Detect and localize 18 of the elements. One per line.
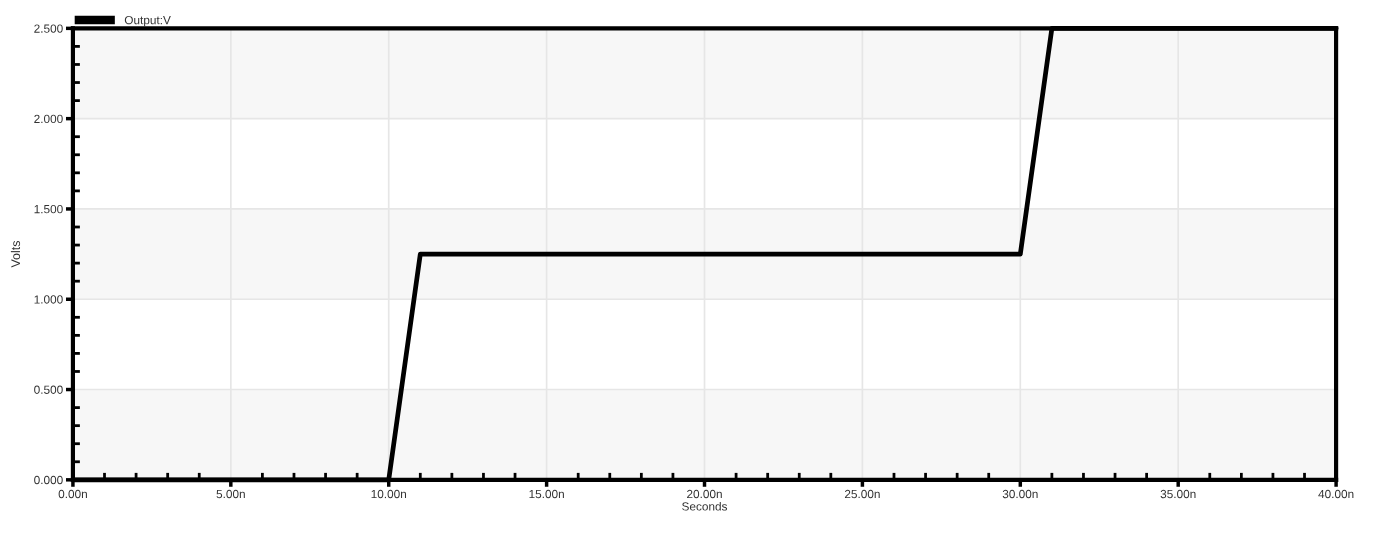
x-tick-label: 15.00n [529, 489, 564, 499]
y-tick-label: 1.500 [34, 204, 63, 214]
y-tick-label: 1.000 [34, 295, 63, 304]
legend-label: Output:V [124, 15, 171, 27]
x-axis-title: Seconds [682, 501, 728, 511]
y-tick-label: 0.500 [34, 385, 63, 394]
y-tick-label: 2.500 [34, 24, 63, 33]
y-axis-title: Volts [10, 240, 21, 268]
y-tick-label: 2.000 [34, 114, 63, 124]
x-tick-label: 40.00n [1318, 489, 1354, 499]
x-tick-label: 35.00n [1160, 489, 1196, 499]
x-tick-label: 25.00n [844, 489, 880, 499]
x-tick-label: 30.00n [1002, 489, 1038, 499]
x-tick-label: 10.00n [371, 489, 407, 499]
x-tick-label: 5.00n [216, 489, 245, 499]
y-tick-label: 0.000 [34, 475, 63, 485]
x-tick-label: 20.00n [687, 489, 722, 499]
x-tick-label: 0.00n [58, 489, 87, 499]
